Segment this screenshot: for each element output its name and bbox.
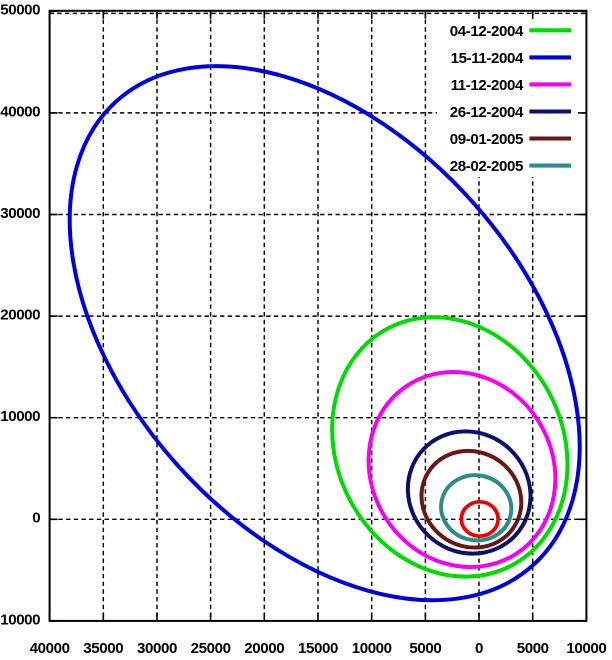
svg-text:0: 0 (32, 510, 40, 527)
svg-text:11-12-2004: 11-12-2004 (451, 77, 524, 94)
svg-text:10000: 10000 (566, 640, 606, 657)
svg-text:35000: 35000 (83, 640, 123, 657)
svg-text:25000: 25000 (191, 640, 231, 657)
svg-text:10000: 10000 (0, 408, 40, 425)
svg-text:20000: 20000 (244, 640, 284, 657)
svg-text:30000: 30000 (137, 640, 177, 657)
svg-text:09-01-2005: 09-01-2005 (450, 131, 523, 148)
svg-text:28-02-2005: 28-02-2005 (450, 158, 523, 175)
svg-text:50000: 50000 (0, 2, 40, 19)
svg-text:10000: 10000 (352, 640, 392, 657)
svg-text:0: 0 (475, 640, 483, 657)
svg-text:5000: 5000 (409, 640, 441, 657)
svg-text:26-12-2004: 26-12-2004 (450, 104, 524, 121)
svg-text:30000: 30000 (0, 205, 40, 222)
svg-text:15000: 15000 (298, 640, 338, 657)
svg-text:40000: 40000 (0, 103, 40, 120)
svg-text:40000: 40000 (30, 640, 70, 657)
svg-text:04-12-2004: 04-12-2004 (450, 23, 524, 40)
svg-text:15-11-2004: 15-11-2004 (451, 50, 524, 67)
svg-text:5000: 5000 (517, 640, 549, 657)
svg-text:20000: 20000 (0, 307, 40, 324)
svg-text:10000: 10000 (0, 611, 40, 628)
